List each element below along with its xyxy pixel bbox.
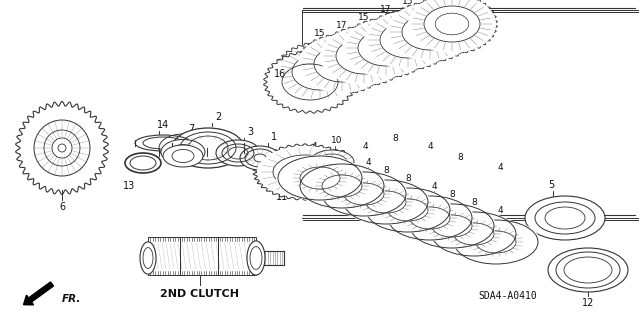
Ellipse shape [247, 241, 265, 275]
Text: 17: 17 [336, 21, 348, 30]
Ellipse shape [257, 146, 353, 198]
Text: 15: 15 [314, 29, 326, 38]
Ellipse shape [161, 139, 205, 165]
FancyBboxPatch shape [148, 237, 256, 275]
Ellipse shape [298, 163, 386, 209]
Text: 8: 8 [392, 134, 398, 143]
Text: 13: 13 [123, 181, 135, 191]
Text: 2: 2 [215, 112, 221, 122]
Ellipse shape [342, 179, 430, 225]
Ellipse shape [408, 0, 496, 53]
Ellipse shape [430, 211, 518, 257]
Text: 17: 17 [380, 5, 392, 14]
Text: 4: 4 [311, 142, 317, 151]
Ellipse shape [320, 171, 408, 217]
Ellipse shape [342, 19, 430, 77]
Ellipse shape [386, 195, 474, 241]
Ellipse shape [386, 3, 474, 61]
Text: 11: 11 [276, 192, 288, 202]
Text: 6: 6 [59, 202, 65, 212]
Text: 12: 12 [582, 298, 594, 308]
Ellipse shape [265, 52, 355, 112]
Text: 8: 8 [405, 174, 411, 183]
Text: 15: 15 [358, 13, 370, 22]
Text: 2ND CLUTCH: 2ND CLUTCH [161, 289, 239, 299]
Ellipse shape [276, 155, 364, 201]
Ellipse shape [548, 248, 628, 292]
Ellipse shape [276, 43, 364, 101]
Circle shape [58, 144, 66, 152]
Ellipse shape [364, 187, 452, 233]
Text: FR.: FR. [62, 294, 81, 304]
Ellipse shape [216, 140, 260, 166]
Text: 8: 8 [471, 198, 477, 207]
Text: 4: 4 [497, 206, 503, 215]
Ellipse shape [172, 128, 244, 168]
Text: 7: 7 [188, 124, 194, 134]
Text: 8: 8 [339, 150, 345, 159]
Text: 14: 14 [157, 120, 169, 130]
Ellipse shape [159, 134, 207, 162]
Text: 8: 8 [383, 166, 389, 175]
Ellipse shape [310, 150, 354, 174]
Ellipse shape [264, 170, 292, 186]
Ellipse shape [163, 145, 203, 167]
Bar [148, 237, 180, 275]
Text: 10: 10 [332, 136, 343, 145]
Text: 3: 3 [247, 127, 253, 137]
Text: 8: 8 [457, 153, 463, 162]
Text: SDA4-A0410: SDA4-A0410 [478, 291, 537, 301]
Text: 1: 1 [271, 132, 277, 142]
Ellipse shape [298, 35, 386, 93]
Bar [180, 237, 218, 275]
Ellipse shape [320, 27, 408, 85]
Ellipse shape [240, 146, 280, 170]
Ellipse shape [452, 219, 540, 265]
Text: 4: 4 [431, 182, 437, 191]
Ellipse shape [525, 196, 605, 240]
Ellipse shape [364, 11, 452, 69]
Text: 4: 4 [427, 142, 433, 151]
Text: 4: 4 [362, 142, 368, 151]
Text: 4: 4 [497, 163, 503, 172]
Text: 16: 16 [274, 69, 286, 79]
Text: 8: 8 [449, 190, 455, 199]
Ellipse shape [408, 203, 496, 249]
Bar [218, 237, 256, 275]
FancyArrow shape [24, 282, 54, 305]
Text: 9: 9 [276, 159, 282, 169]
Text: 15: 15 [403, 0, 413, 6]
Text: 4: 4 [365, 158, 371, 167]
Ellipse shape [140, 242, 156, 274]
Text: 5: 5 [548, 180, 554, 190]
